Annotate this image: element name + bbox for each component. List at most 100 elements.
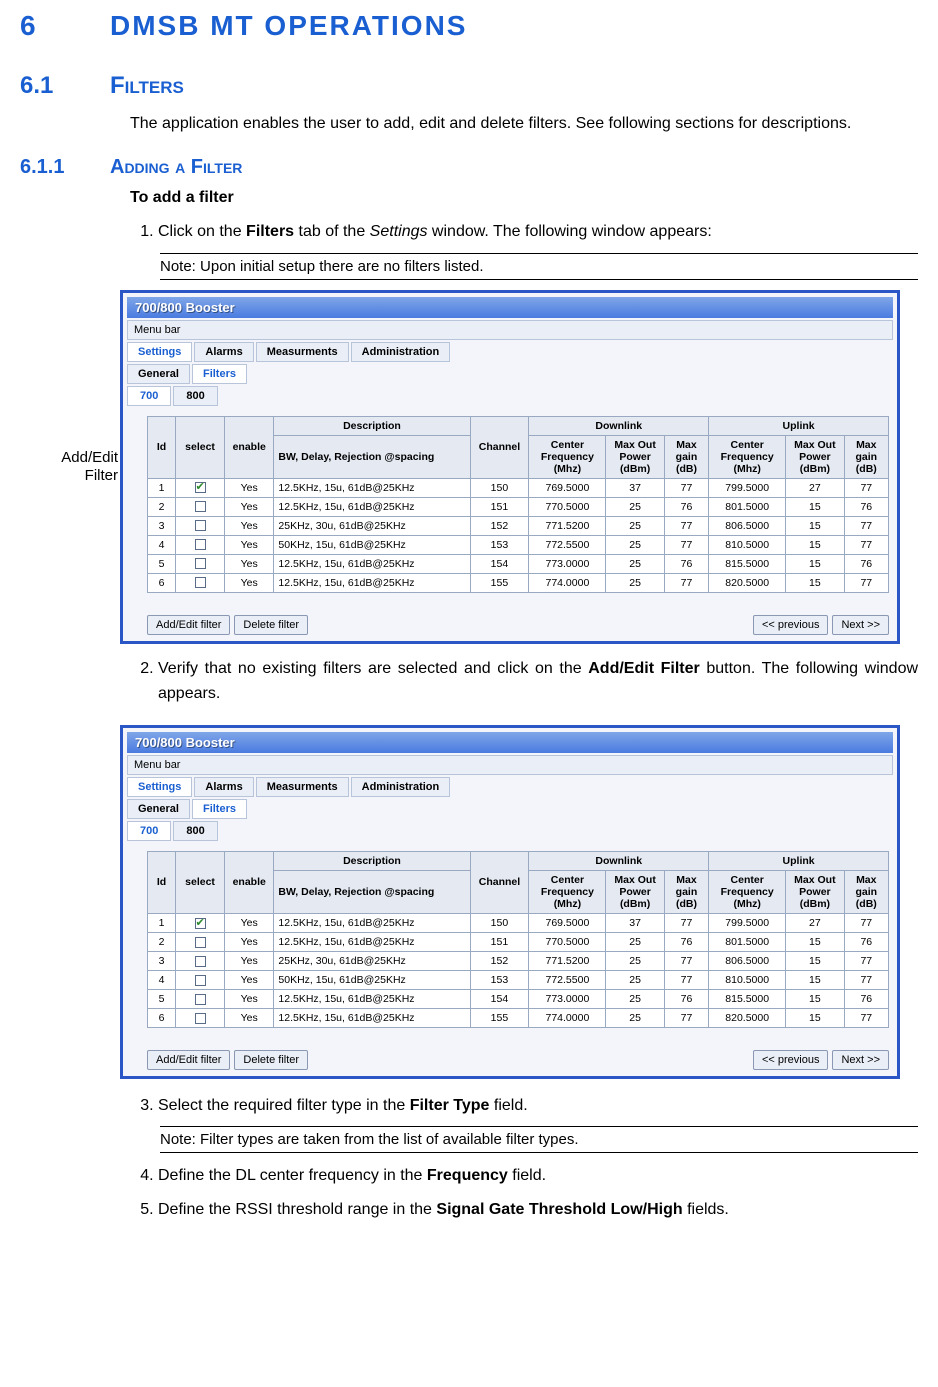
subtab-general[interactable]: General xyxy=(127,364,190,384)
cell-ul-cf: 820.5000 xyxy=(709,1008,786,1027)
add-edit-filter-button[interactable]: Add/Edit filter xyxy=(147,615,230,635)
delete-filter-button[interactable]: Delete filter xyxy=(234,615,308,635)
cell-ul-cf: 806.5000 xyxy=(709,951,786,970)
checkbox-icon[interactable] xyxy=(195,539,206,550)
table-row: 3 Yes 25KHz, 30u, 61dB@25KHz 152 771.520… xyxy=(148,516,889,535)
step1-mid: tab of the xyxy=(294,223,370,240)
intro-para: The application enables the user to add,… xyxy=(130,112,918,136)
cell-select[interactable] xyxy=(176,497,225,516)
tab-alarms[interactable]: Alarms xyxy=(194,342,253,362)
cell-select[interactable] xyxy=(176,535,225,554)
tab-measurments[interactable]: Measurments xyxy=(256,342,349,362)
cell-select[interactable] xyxy=(176,1008,225,1027)
bottom-bar: Add/Edit filter Delete filter << previou… xyxy=(147,615,889,635)
previous-button[interactable]: << previous xyxy=(753,615,828,635)
cell-ul-mg: 77 xyxy=(844,516,888,535)
step-1: Click on the Filters tab of the Settings… xyxy=(158,219,918,245)
side-label-line2: Filter xyxy=(85,467,118,484)
sub-tabs: GeneralFilters xyxy=(127,364,893,384)
cell-description: 12.5KHz, 15u, 61dB@25KHz xyxy=(274,478,470,497)
th-downlink: Downlink xyxy=(529,851,709,870)
cell-ul-mg: 76 xyxy=(844,497,888,516)
cell-dl-mg: 77 xyxy=(664,1008,708,1027)
checkbox-icon[interactable] xyxy=(195,1013,206,1024)
cell-id: 5 xyxy=(148,554,176,573)
cell-dl-mop: 25 xyxy=(606,497,664,516)
cell-dl-mop: 25 xyxy=(606,970,664,989)
table-row: 5 Yes 12.5KHz, 15u, 61dB@25KHz 154 773.0… xyxy=(148,989,889,1008)
tab-administration[interactable]: Administration xyxy=(351,342,451,362)
cell-select[interactable] xyxy=(176,554,225,573)
subtab-filters[interactable]: Filters xyxy=(192,364,247,384)
previous-button[interactable]: << previous xyxy=(753,1050,828,1070)
checkbox-icon[interactable] xyxy=(195,937,206,948)
cell-select[interactable] xyxy=(176,516,225,535)
cell-select[interactable] xyxy=(176,573,225,592)
cell-select[interactable] xyxy=(176,478,225,497)
tab-administration[interactable]: Administration xyxy=(351,777,451,797)
th-ul-mop: Max Out Power (dBm) xyxy=(786,870,844,913)
tab-settings[interactable]: Settings xyxy=(127,777,192,797)
cell-dl-mop: 25 xyxy=(606,516,664,535)
next-button[interactable]: Next >> xyxy=(832,1050,889,1070)
cell-select[interactable] xyxy=(176,951,225,970)
menu-bar: Menu bar xyxy=(127,755,893,775)
cell-select[interactable] xyxy=(176,989,225,1008)
checkbox-icon[interactable] xyxy=(195,501,206,512)
heading-6: 6DMSB MT OPERATIONS xyxy=(20,10,918,42)
cell-channel: 150 xyxy=(470,478,529,497)
checkbox-icon[interactable] xyxy=(195,956,206,967)
side-label-line1: Add/Edit xyxy=(61,449,118,466)
side-label-add-edit-filter: Add/Edit Filter xyxy=(20,449,120,485)
cell-select[interactable] xyxy=(176,970,225,989)
step5-pre: Define the RSSI threshold range in the xyxy=(158,1201,436,1218)
cell-ul-cf: 815.5000 xyxy=(709,989,786,1008)
heading-6-1-num: 6.1 xyxy=(20,72,110,100)
table-row: 6 Yes 12.5KHz, 15u, 61dB@25KHz 155 774.0… xyxy=(148,1008,889,1027)
table-row: 2 Yes 12.5KHz, 15u, 61dB@25KHz 151 770.5… xyxy=(148,497,889,516)
tab-measurments[interactable]: Measurments xyxy=(256,777,349,797)
checkbox-icon[interactable] xyxy=(195,994,206,1005)
cell-id: 6 xyxy=(148,573,176,592)
cell-description: 12.5KHz, 15u, 61dB@25KHz xyxy=(274,913,470,932)
checkbox-icon[interactable] xyxy=(195,558,206,569)
th-dl-mop: Max Out Power (dBm) xyxy=(606,435,664,478)
checkbox-icon[interactable] xyxy=(195,520,206,531)
cell-ul-cf: 820.5000 xyxy=(709,573,786,592)
bandtab-700[interactable]: 700 xyxy=(127,821,171,841)
cell-id: 2 xyxy=(148,932,176,951)
checkbox-icon[interactable] xyxy=(195,482,206,493)
cell-ul-mop: 15 xyxy=(786,573,844,592)
delete-filter-button[interactable]: Delete filter xyxy=(234,1050,308,1070)
cell-dl-mop: 37 xyxy=(606,478,664,497)
subtab-general[interactable]: General xyxy=(127,799,190,819)
cell-select[interactable] xyxy=(176,932,225,951)
band-tabs: 700800 xyxy=(127,821,893,841)
cell-id: 1 xyxy=(148,478,176,497)
bandtab-700[interactable]: 700 xyxy=(127,386,171,406)
checkbox-icon[interactable] xyxy=(195,577,206,588)
th-description: Description xyxy=(274,416,470,435)
cell-dl-mg: 76 xyxy=(664,989,708,1008)
th-ul-cf: Center Frequency (Mhz) xyxy=(709,435,786,478)
cell-channel: 155 xyxy=(470,573,529,592)
tab-settings[interactable]: Settings xyxy=(127,342,192,362)
checkbox-icon[interactable] xyxy=(195,975,206,986)
tab-alarms[interactable]: Alarms xyxy=(194,777,253,797)
cell-dl-mg: 77 xyxy=(664,573,708,592)
bandtab-800[interactable]: 800 xyxy=(173,821,217,841)
cell-id: 4 xyxy=(148,970,176,989)
cell-dl-mg: 76 xyxy=(664,554,708,573)
step1-pre: Click on the xyxy=(158,223,246,240)
cell-dl-cf: 770.5000 xyxy=(529,932,606,951)
cell-select[interactable] xyxy=(176,913,225,932)
cell-ul-cf: 801.5000 xyxy=(709,497,786,516)
next-button[interactable]: Next >> xyxy=(832,615,889,635)
cell-ul-cf: 806.5000 xyxy=(709,516,786,535)
bandtab-800[interactable]: 800 xyxy=(173,386,217,406)
checkbox-icon[interactable] xyxy=(195,918,206,929)
add-edit-filter-button[interactable]: Add/Edit filter xyxy=(147,1050,230,1070)
subtab-filters[interactable]: Filters xyxy=(192,799,247,819)
filter-table: Id select enable Description Channel Dow… xyxy=(147,416,889,593)
th-dl-cf: Center Frequency (Mhz) xyxy=(529,435,606,478)
